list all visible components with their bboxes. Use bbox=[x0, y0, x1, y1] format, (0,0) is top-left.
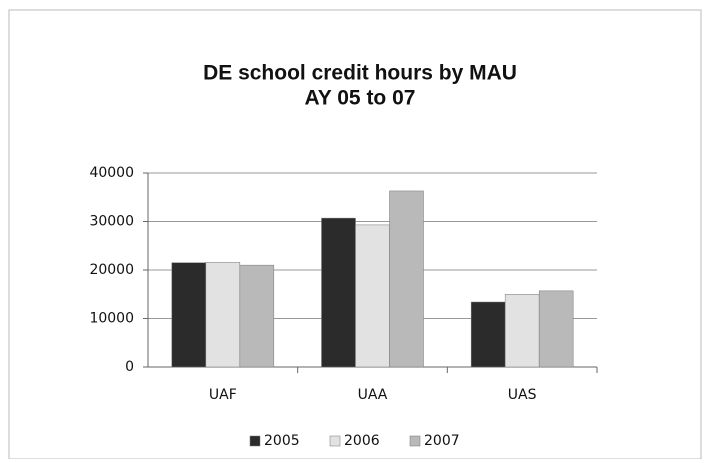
bar bbox=[470, 301, 506, 368]
x-tick-label: UAS bbox=[508, 387, 537, 403]
chart-title: AY 05 to 07 bbox=[305, 87, 416, 110]
bar bbox=[355, 224, 390, 368]
y-tick-label: 40000 bbox=[89, 165, 134, 181]
bar bbox=[504, 294, 540, 368]
legend-label: 2007 bbox=[424, 433, 460, 449]
legend-swatch bbox=[249, 435, 261, 447]
legend-label: 2005 bbox=[264, 433, 300, 449]
chart-title: DE school credit hours by MAU bbox=[203, 62, 517, 85]
y-tick-label: 20000 bbox=[89, 262, 134, 278]
legend-swatch bbox=[329, 435, 341, 447]
bar bbox=[239, 264, 275, 368]
bar bbox=[321, 217, 356, 368]
x-tick-label: UAF bbox=[209, 387, 237, 403]
bar bbox=[205, 261, 241, 368]
y-tick-label: 30000 bbox=[89, 214, 134, 230]
bar bbox=[538, 290, 574, 368]
y-tick-label: 10000 bbox=[89, 311, 134, 327]
legend-label: 2006 bbox=[344, 433, 380, 449]
x-tick-label: UAA bbox=[358, 387, 388, 403]
y-tick-label: 0 bbox=[125, 359, 134, 375]
bar bbox=[171, 262, 207, 368]
bar bbox=[389, 190, 424, 368]
legend-swatch bbox=[409, 435, 421, 447]
